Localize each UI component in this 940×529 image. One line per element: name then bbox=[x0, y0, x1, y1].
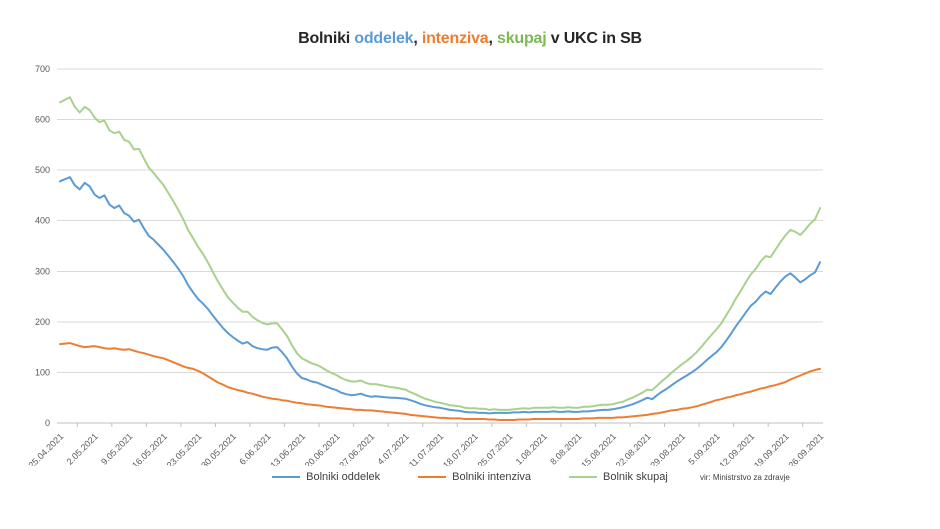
svg-text:15.08.2021: 15.08.2021 bbox=[579, 431, 618, 466]
svg-text:1.08.2021: 1.08.2021 bbox=[514, 431, 549, 466]
svg-text:0: 0 bbox=[45, 418, 50, 428]
svg-text:4.07.2021: 4.07.2021 bbox=[375, 431, 410, 466]
legend-swatch-blue bbox=[272, 476, 301, 478]
title-part: v UKC in SB bbox=[546, 30, 642, 47]
svg-text:18.07.2021: 18.07.2021 bbox=[441, 431, 480, 466]
legend-label: Bolniki oddelek bbox=[306, 471, 381, 483]
svg-text:13.06.2021: 13.06.2021 bbox=[268, 431, 307, 466]
svg-text:27.06.2021: 27.06.2021 bbox=[337, 431, 376, 466]
title-part-intenziva: intenziva bbox=[421, 30, 489, 47]
chart-legend: Bolniki oddelek Bolniki intenziva Bolnik… bbox=[0, 471, 940, 483]
svg-text:25.07.2021: 25.07.2021 bbox=[476, 431, 515, 466]
svg-text:26.09.2021: 26.09.2021 bbox=[786, 431, 825, 466]
svg-text:300: 300 bbox=[35, 266, 50, 276]
legend-label: Bolnik skupaj bbox=[603, 471, 668, 483]
svg-text:16.05.2021: 16.05.2021 bbox=[130, 431, 169, 466]
line-chart: 0 100 200 300 400 500 600 700 25.04.2021 2.05.202… bbox=[26, 64, 825, 466]
svg-text:100: 100 bbox=[35, 367, 50, 377]
chart-title: Bolniki oddelek, intenziva, skupaj v UKC… bbox=[0, 30, 940, 48]
svg-text:700: 700 bbox=[35, 64, 50, 74]
svg-text:8.08.2021: 8.08.2021 bbox=[548, 431, 583, 466]
legend-item-oddelek: Bolniki oddelek bbox=[272, 471, 380, 483]
svg-text:600: 600 bbox=[35, 115, 50, 125]
legend-swatch-green bbox=[569, 476, 598, 478]
svg-text:12.09.2021: 12.09.2021 bbox=[717, 431, 756, 466]
svg-text:20.06.2021: 20.06.2021 bbox=[303, 431, 342, 466]
title-part-skupaj: skupaj bbox=[497, 30, 547, 47]
svg-text:500: 500 bbox=[35, 165, 50, 175]
svg-text:400: 400 bbox=[35, 216, 50, 226]
legend-item-skupaj: Bolnik skupaj bbox=[569, 471, 668, 483]
title-part: , bbox=[413, 30, 422, 47]
svg-text:200: 200 bbox=[35, 317, 50, 327]
svg-text:25.04.2021: 25.04.2021 bbox=[26, 431, 65, 466]
svg-text:11.07.2021: 11.07.2021 bbox=[407, 431, 445, 466]
svg-text:19.09.2021: 19.09.2021 bbox=[752, 431, 791, 466]
title-part: , bbox=[488, 30, 498, 47]
svg-text:23.05.2021: 23.05.2021 bbox=[165, 431, 204, 466]
svg-text:6.06.2021: 6.06.2021 bbox=[237, 431, 272, 466]
legend-item-intenziva: Bolniki intenziva bbox=[418, 471, 531, 483]
legend-label: Bolniki intenziva bbox=[452, 471, 532, 483]
svg-text:22.08.2021: 22.08.2021 bbox=[614, 431, 653, 466]
svg-text:2.05.2021: 2.05.2021 bbox=[65, 431, 100, 466]
legend-swatch-orange bbox=[418, 476, 447, 478]
source-note: vir: Ministrstvo za zdravje bbox=[700, 473, 790, 482]
svg-text:30.05.2021: 30.05.2021 bbox=[199, 431, 238, 466]
svg-text:5.09.2021: 5.09.2021 bbox=[686, 431, 721, 466]
title-part-oddelek: oddelek bbox=[354, 30, 414, 47]
svg-text:29.08.2021: 29.08.2021 bbox=[648, 431, 687, 466]
title-part: Bolniki bbox=[298, 30, 355, 47]
svg-text:9.05.2021: 9.05.2021 bbox=[99, 431, 134, 466]
